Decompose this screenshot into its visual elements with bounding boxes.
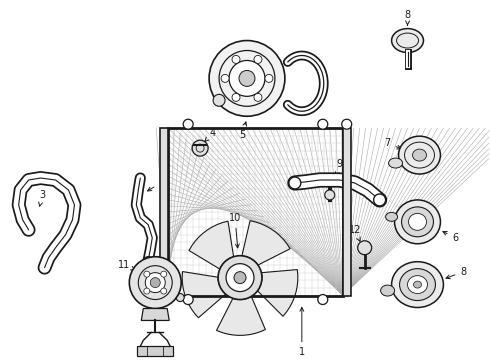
Circle shape bbox=[150, 278, 160, 288]
Circle shape bbox=[318, 119, 328, 129]
Polygon shape bbox=[160, 128, 168, 296]
Ellipse shape bbox=[401, 207, 434, 237]
Ellipse shape bbox=[399, 269, 436, 301]
Ellipse shape bbox=[392, 28, 423, 53]
Text: 11: 11 bbox=[118, 260, 136, 270]
Ellipse shape bbox=[413, 149, 426, 161]
Text: 2: 2 bbox=[147, 177, 165, 191]
Text: 10: 10 bbox=[229, 213, 241, 248]
Circle shape bbox=[221, 75, 229, 82]
Circle shape bbox=[254, 93, 262, 102]
Circle shape bbox=[289, 177, 301, 189]
Polygon shape bbox=[182, 271, 225, 318]
Circle shape bbox=[229, 60, 265, 96]
Circle shape bbox=[183, 119, 193, 129]
Text: 3: 3 bbox=[39, 190, 46, 206]
Ellipse shape bbox=[408, 276, 427, 293]
Polygon shape bbox=[242, 221, 290, 265]
Circle shape bbox=[226, 264, 254, 292]
Circle shape bbox=[144, 288, 150, 294]
Text: 8: 8 bbox=[404, 10, 411, 25]
Circle shape bbox=[374, 194, 386, 206]
Circle shape bbox=[192, 140, 208, 156]
Ellipse shape bbox=[398, 136, 441, 174]
Polygon shape bbox=[137, 346, 173, 356]
Circle shape bbox=[358, 241, 371, 255]
Ellipse shape bbox=[386, 212, 397, 221]
Circle shape bbox=[232, 93, 240, 102]
Circle shape bbox=[254, 55, 262, 63]
Polygon shape bbox=[217, 296, 266, 336]
Circle shape bbox=[325, 190, 335, 200]
Text: 5: 5 bbox=[239, 122, 246, 140]
Circle shape bbox=[239, 71, 255, 86]
Ellipse shape bbox=[389, 158, 403, 168]
Circle shape bbox=[232, 55, 240, 63]
Circle shape bbox=[143, 257, 153, 267]
Ellipse shape bbox=[409, 213, 426, 230]
Circle shape bbox=[209, 41, 285, 116]
Ellipse shape bbox=[394, 200, 441, 244]
Circle shape bbox=[183, 294, 193, 305]
Circle shape bbox=[144, 271, 150, 277]
Text: 7: 7 bbox=[385, 138, 401, 149]
Circle shape bbox=[161, 271, 167, 277]
Ellipse shape bbox=[392, 262, 443, 307]
Circle shape bbox=[234, 272, 246, 284]
Ellipse shape bbox=[381, 285, 394, 296]
Text: 9: 9 bbox=[335, 159, 343, 176]
Circle shape bbox=[265, 75, 273, 82]
Circle shape bbox=[342, 119, 352, 129]
Polygon shape bbox=[141, 309, 169, 320]
Text: 12: 12 bbox=[348, 225, 361, 241]
Circle shape bbox=[318, 294, 328, 305]
Circle shape bbox=[145, 273, 165, 293]
Text: 4: 4 bbox=[205, 128, 216, 141]
Circle shape bbox=[218, 256, 262, 300]
Polygon shape bbox=[343, 128, 351, 296]
Text: 6: 6 bbox=[443, 231, 459, 243]
Polygon shape bbox=[189, 221, 234, 269]
Circle shape bbox=[161, 288, 167, 294]
Text: 1: 1 bbox=[299, 307, 305, 357]
Circle shape bbox=[213, 94, 225, 106]
Circle shape bbox=[176, 293, 184, 302]
Ellipse shape bbox=[414, 281, 421, 288]
Text: 8: 8 bbox=[446, 267, 466, 279]
Circle shape bbox=[129, 257, 181, 309]
Polygon shape bbox=[258, 270, 298, 316]
